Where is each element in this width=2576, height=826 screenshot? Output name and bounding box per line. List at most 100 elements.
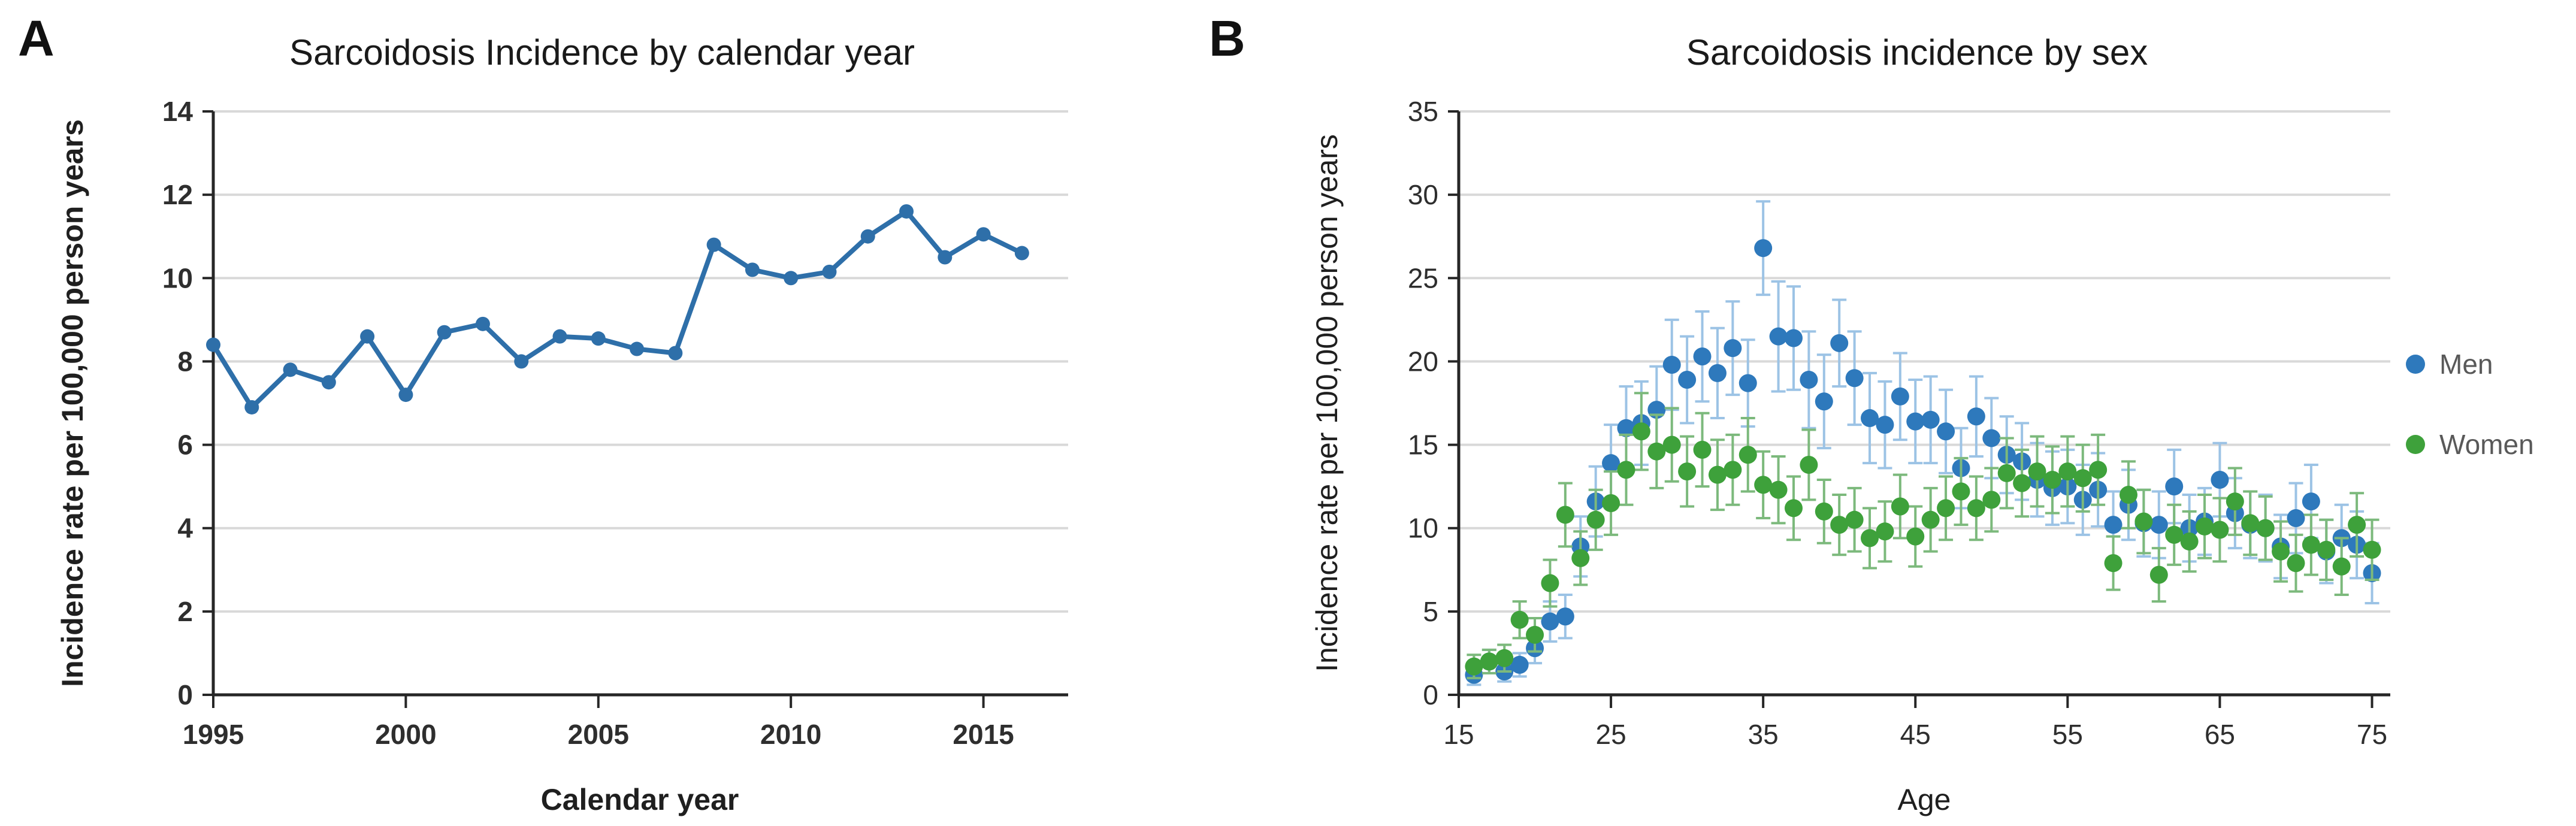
- data-point: [2104, 554, 2123, 573]
- chart-incidence-by-sex: 0 5 10 15 20 25 30 35 15 25 35 45 55 65 75 Sarcoidosis …: [1204, 0, 2576, 826]
- data-point: [1724, 461, 1742, 479]
- data-point: [2043, 471, 2061, 489]
- x-tick-label: 35: [1748, 719, 1779, 750]
- data-point: [1921, 410, 1940, 429]
- data-point: [1845, 369, 1864, 388]
- x-tick-label: 15: [1443, 719, 1474, 750]
- data-point: [1510, 610, 1529, 629]
- data-point: [668, 346, 683, 361]
- y-tick-label: 10: [1408, 513, 1438, 544]
- chart-incidence-by-calendar-year: 0 2 4 6 8 10 12 14 1995 2000 2005 2010 2015 Sarcoidos…: [0, 0, 1204, 826]
- data-point: [1891, 387, 1909, 406]
- data-point: [1678, 371, 1697, 389]
- y-axis-label: Incidence rate per 100,000 person years: [56, 119, 89, 687]
- data-point: [2302, 492, 2320, 511]
- data-point: [1014, 246, 1029, 261]
- y-tick-label: 15: [1408, 429, 1438, 461]
- data-point: [1602, 494, 1620, 512]
- data-point: [1861, 529, 1879, 547]
- data-point: [1906, 412, 1925, 431]
- data-point: [1739, 374, 1757, 392]
- x-tick-label: 25: [1595, 719, 1626, 750]
- data-point: [2104, 516, 2123, 534]
- data-point: [2149, 516, 2168, 534]
- legend-marker-women: [2406, 435, 2425, 454]
- data-point: [514, 354, 529, 369]
- y-tick-label: 14: [162, 96, 193, 127]
- data-point: [745, 262, 760, 277]
- data-point: [321, 375, 336, 390]
- data-point: [706, 237, 721, 252]
- data-point: [1556, 506, 1574, 524]
- y-tick-label: 12: [162, 179, 193, 210]
- data-point: [1662, 355, 1681, 374]
- data-point: [2287, 554, 2305, 573]
- data-point: [784, 271, 799, 286]
- y-tick-label: 4: [177, 513, 193, 544]
- data-point: [1465, 657, 1483, 676]
- panel-a-label: A: [18, 10, 55, 66]
- data-point: [1967, 499, 1985, 518]
- data-point: [1571, 549, 1590, 567]
- data-point: [1678, 462, 1697, 481]
- panel-b-label: B: [1209, 10, 1245, 66]
- data-point: [1997, 464, 2016, 482]
- data-point: [1617, 461, 1635, 479]
- data-point: [2241, 514, 2260, 532]
- legend-label-women: Women: [2439, 429, 2534, 460]
- chart-title: Sarcoidosis incidence by sex: [1686, 32, 2148, 72]
- x-tick-label: 2000: [375, 719, 436, 750]
- y-tick-label: 30: [1408, 179, 1438, 210]
- data-point: [1815, 502, 1833, 521]
- data-point: [860, 229, 875, 244]
- data-point: [1495, 649, 1514, 667]
- data-point: [1586, 510, 1605, 529]
- y-tick-label: 5: [1423, 596, 1438, 627]
- data-point: [1510, 655, 1529, 674]
- series-line-Incidence rate: [211, 208, 1023, 410]
- y-tick-label: 2: [177, 596, 193, 627]
- data-point: [1693, 440, 1712, 459]
- data-point: [1861, 409, 1879, 428]
- data-point: [1800, 371, 1818, 389]
- data-point: [2028, 462, 2046, 481]
- x-tick-label: 1995: [183, 719, 244, 750]
- data-point: [1541, 612, 1559, 631]
- data-point: [591, 331, 606, 346]
- data-point: [1845, 510, 1864, 529]
- data-point: [206, 337, 220, 352]
- data-point: [1921, 510, 1940, 529]
- data-point: [1632, 422, 1650, 441]
- data-point: [1754, 476, 1773, 494]
- data-point: [398, 388, 413, 403]
- x-tick-label: 45: [1900, 719, 1931, 750]
- data-point: [1784, 329, 1803, 347]
- x-axis-label: Calendar year: [541, 783, 739, 816]
- data-point: [1708, 364, 1727, 382]
- data-point: [1830, 334, 1849, 352]
- data-point: [1526, 625, 1544, 644]
- data-point: [1876, 416, 1894, 434]
- data-point: [2317, 540, 2336, 559]
- y-tick-label: 0: [177, 679, 193, 710]
- data-point: [2058, 462, 2077, 481]
- data-point: [437, 325, 452, 340]
- data-point: [976, 227, 991, 242]
- data-point: [283, 362, 298, 377]
- data-point: [1876, 522, 1894, 541]
- y-tick-label: 10: [162, 262, 193, 294]
- x-tick-label: 2005: [568, 719, 629, 750]
- x-tick-label: 2010: [760, 719, 821, 750]
- data-point: [2272, 542, 2290, 561]
- data-point: [2332, 557, 2351, 576]
- y-axis-label: Incidence rate per 100,000 person years: [1310, 134, 1344, 672]
- x-tick-label: 75: [2357, 719, 2387, 750]
- data-point: [2363, 540, 2381, 559]
- data-point: [1952, 482, 1970, 501]
- x-tick-label: 65: [2205, 719, 2235, 750]
- data-point: [2013, 474, 2031, 492]
- data-point: [630, 341, 645, 356]
- data-point: [1784, 499, 1803, 518]
- data-point: [2119, 486, 2137, 504]
